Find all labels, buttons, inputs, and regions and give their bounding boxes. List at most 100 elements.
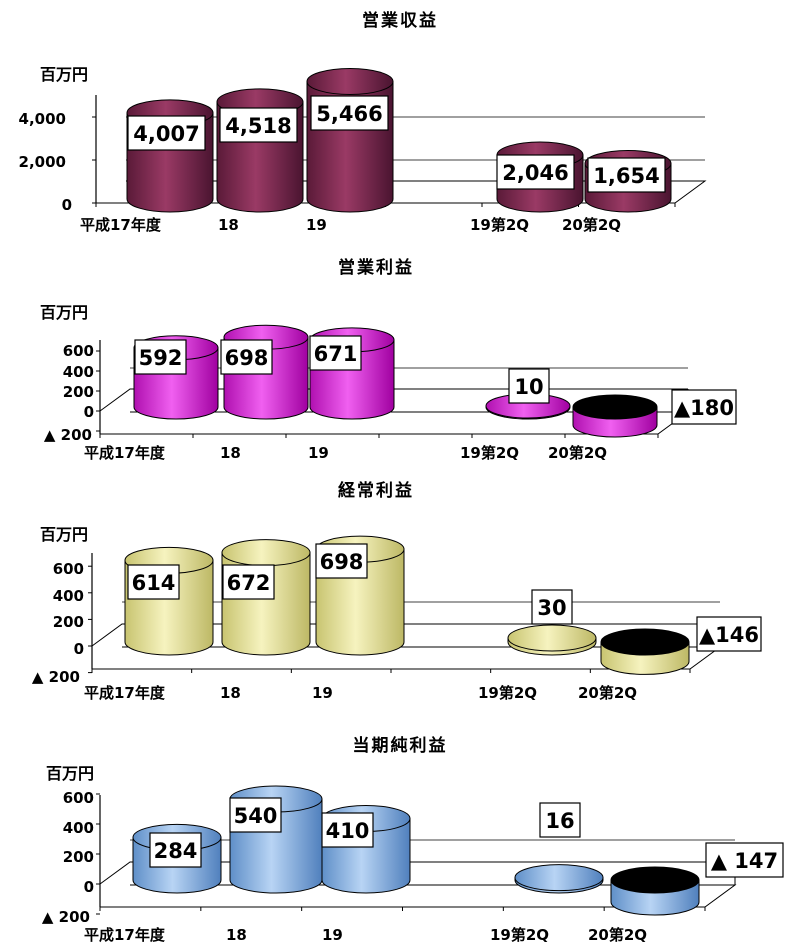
value-labels: 284 540 410 16 ▲ 147 [149,797,784,878]
category-label: 19 [308,444,329,462]
bar-top-negative [572,394,658,420]
chart-title: 営業収益 [362,10,438,31]
category-label: 19第2Q [470,216,529,234]
chart-ordinary-income: 経常利益 百万円 ▲ 200 0 200 400 600 平成17年度 18 1… [32,480,762,702]
y-unit-label: 百万円 [40,65,88,84]
data-label: 672 [222,564,275,600]
bar-negative [610,866,700,916]
data-label-text: 2,046 [502,161,568,185]
category-label: 20第2Q [578,684,637,702]
y-tick-label: 400 [63,363,94,381]
data-label: 671 [309,335,362,371]
bar-negative [600,628,690,675]
data-label-text: 284 [154,839,198,863]
data-label: 30 [531,589,573,625]
category-label: 20第2Q [562,216,621,234]
data-label-text: 672 [227,571,271,595]
y-tick-label: 4,000 [19,110,66,128]
data-label: 698 [220,339,273,375]
bar-top [221,539,311,567]
category-label: 19第2Q [490,926,549,944]
data-label: 5,466 [310,95,389,131]
y-unit-label: 百万円 [40,303,88,322]
y-tick-label: 0 [62,196,72,214]
y-tick-label: 2,000 [19,153,66,171]
y-tick-label: 600 [53,560,84,578]
value-labels: 614 672 698 30 ▲146 [127,543,762,652]
category-label: 19第2Q [460,444,519,462]
data-label: 10 [508,368,550,404]
data-label-text: 698 [225,346,269,370]
bar-top-negative [600,628,690,656]
data-label-text: 16 [545,809,574,833]
category-label: 18 [220,444,241,462]
data-label: 410 [321,812,374,848]
chart-operating-income: 営業利益 百万円 ▲ 200 0 200 400 600 平成17年度 18 1… [40,257,737,462]
y-tick-label: ▲ 200 [44,426,92,444]
chart-net-income: 当期純利益 百万円 ▲ 200 0 200 400 600 平成17年度 18 … [42,735,784,944]
category-label: 19第2Q [478,684,537,702]
data-label-text: 30 [537,596,566,620]
bar [507,624,597,656]
data-label: ▲ 147 [705,842,784,878]
data-label: 540 [229,797,282,833]
data-label-text: 540 [234,804,278,828]
data-label-text: 671 [314,342,358,366]
category-label: 18 [220,684,241,702]
data-label-text: ▲146 [699,623,759,647]
data-label-text: 5,466 [316,102,382,126]
data-label: 4,007 [127,115,206,151]
data-label-text: 4,007 [133,122,199,146]
category-label: 18 [218,216,239,234]
y-unit-label: 百万円 [40,525,88,544]
data-label: ▲146 [696,616,762,652]
chart-title: 営業利益 [338,257,414,278]
y-tick-label: 200 [53,613,84,631]
category-label: 平成17年度 [84,684,166,702]
bars [133,324,658,438]
category-label: 18 [226,926,247,944]
y-tick-label: 0 [74,640,84,658]
bar [216,88,304,213]
category-label: 平成17年度 [80,216,162,234]
y-tick-label: ▲ 200 [42,908,90,926]
data-label: 592 [134,339,187,375]
y-tick-label: 600 [63,789,94,807]
bar [124,546,214,656]
chart-operating-revenue: 営業収益 百万円 0 2,000 4,000 平成17年度 18 19 19第2… [19,10,707,234]
chart-title: 経常利益 [338,480,414,501]
bar [306,67,394,213]
data-label: 614 [127,564,180,600]
data-label-text: ▲ 147 [711,849,778,873]
chart-frame [96,793,737,915]
category-label: 20第2Q [548,444,607,462]
y-unit-label: 百万円 [46,764,94,783]
y-tick-label: 200 [63,383,94,401]
value-labels: 592 698 671 10 ▲180 [134,335,737,425]
bars [124,535,690,675]
y-tick-label: 400 [63,819,94,837]
bars [132,785,700,916]
data-label-text: 410 [326,819,370,843]
bar [514,864,604,894]
bar-top-negative [610,866,700,894]
category-label: 平成17年度 [84,444,166,462]
y-tick-label: 400 [53,587,84,605]
y-tick-label: 0 [84,403,94,421]
data-label: 698 [315,543,368,579]
data-label-text: 614 [132,571,176,595]
bar-top [306,67,394,95]
data-label-text: 1,654 [593,164,659,188]
data-label-text: ▲180 [674,396,734,420]
data-label-text: 4,518 [225,114,291,138]
data-label: 1,654 [587,157,666,193]
bar-negative [572,394,658,438]
category-label: 平成17年度 [84,926,166,944]
category-label: 19 [322,926,343,944]
data-label: 4,518 [219,107,298,143]
chart-title: 当期純利益 [353,735,448,756]
category-label: 19 [306,216,327,234]
category-label: 20第2Q [588,926,647,944]
data-label: ▲180 [671,389,737,425]
